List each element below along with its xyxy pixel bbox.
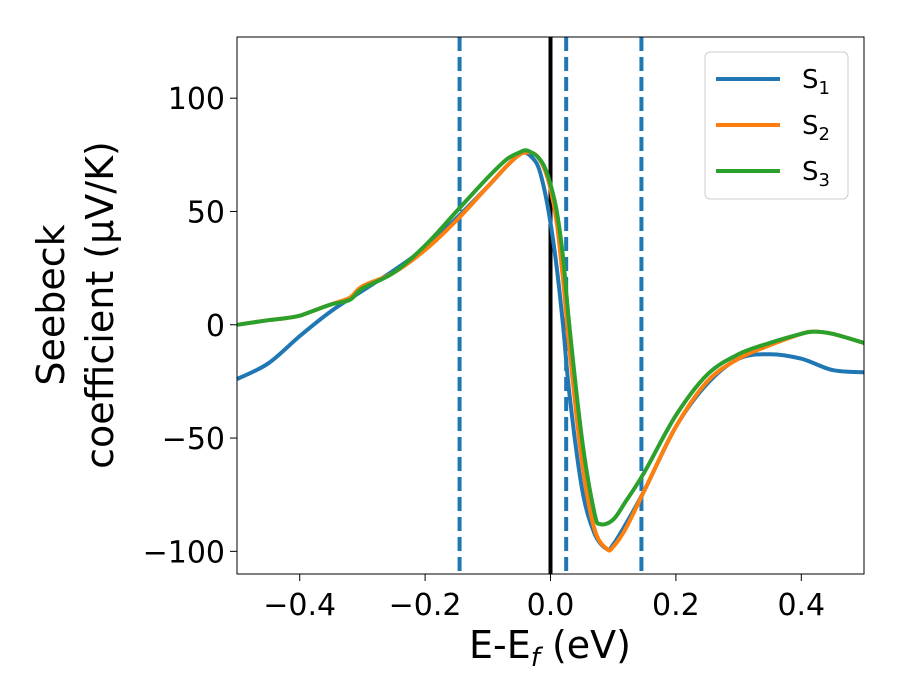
series-line-s3 — [236, 148, 865, 527]
reference-lines — [457, 37, 644, 574]
x-tick-label-0: −0.4 — [263, 588, 336, 623]
y-axis-label-line2: coefficient (μV/K) — [78, 141, 122, 469]
legend-label-s1: S1 — [802, 65, 830, 99]
x-tick-label-3: 0.2 — [652, 588, 700, 623]
legend-label-s3: S3 — [802, 157, 830, 191]
series-lines — [236, 148, 865, 553]
x-axis-label: E-Ef (eV) — [469, 623, 631, 673]
y-tick-label-2: 0 — [206, 309, 225, 344]
x-tick-label-4: 0.4 — [777, 588, 825, 623]
legend: S1 S2 S3 — [704, 51, 849, 200]
x-tick-label-1: −0.2 — [389, 588, 462, 623]
x-tick-label-2: 0.0 — [527, 588, 575, 623]
x-axis-label-units: (eV) — [540, 623, 631, 667]
y-tick-label-3: 50 — [187, 195, 225, 230]
y-tick-label-4: 100 — [168, 82, 225, 117]
legend-label-s2: S2 — [802, 111, 830, 145]
y-tick-label-0: −100 — [143, 535, 225, 570]
x-axis-label-main: E-E — [469, 623, 531, 667]
axis-ticks: −0.4 −0.2 0.0 0.2 0.4 −100 −50 0 50 100 — [143, 82, 826, 623]
y-axis-label-line1: Seebeck — [29, 224, 73, 385]
y-tick-label-1: −50 — [162, 422, 225, 457]
